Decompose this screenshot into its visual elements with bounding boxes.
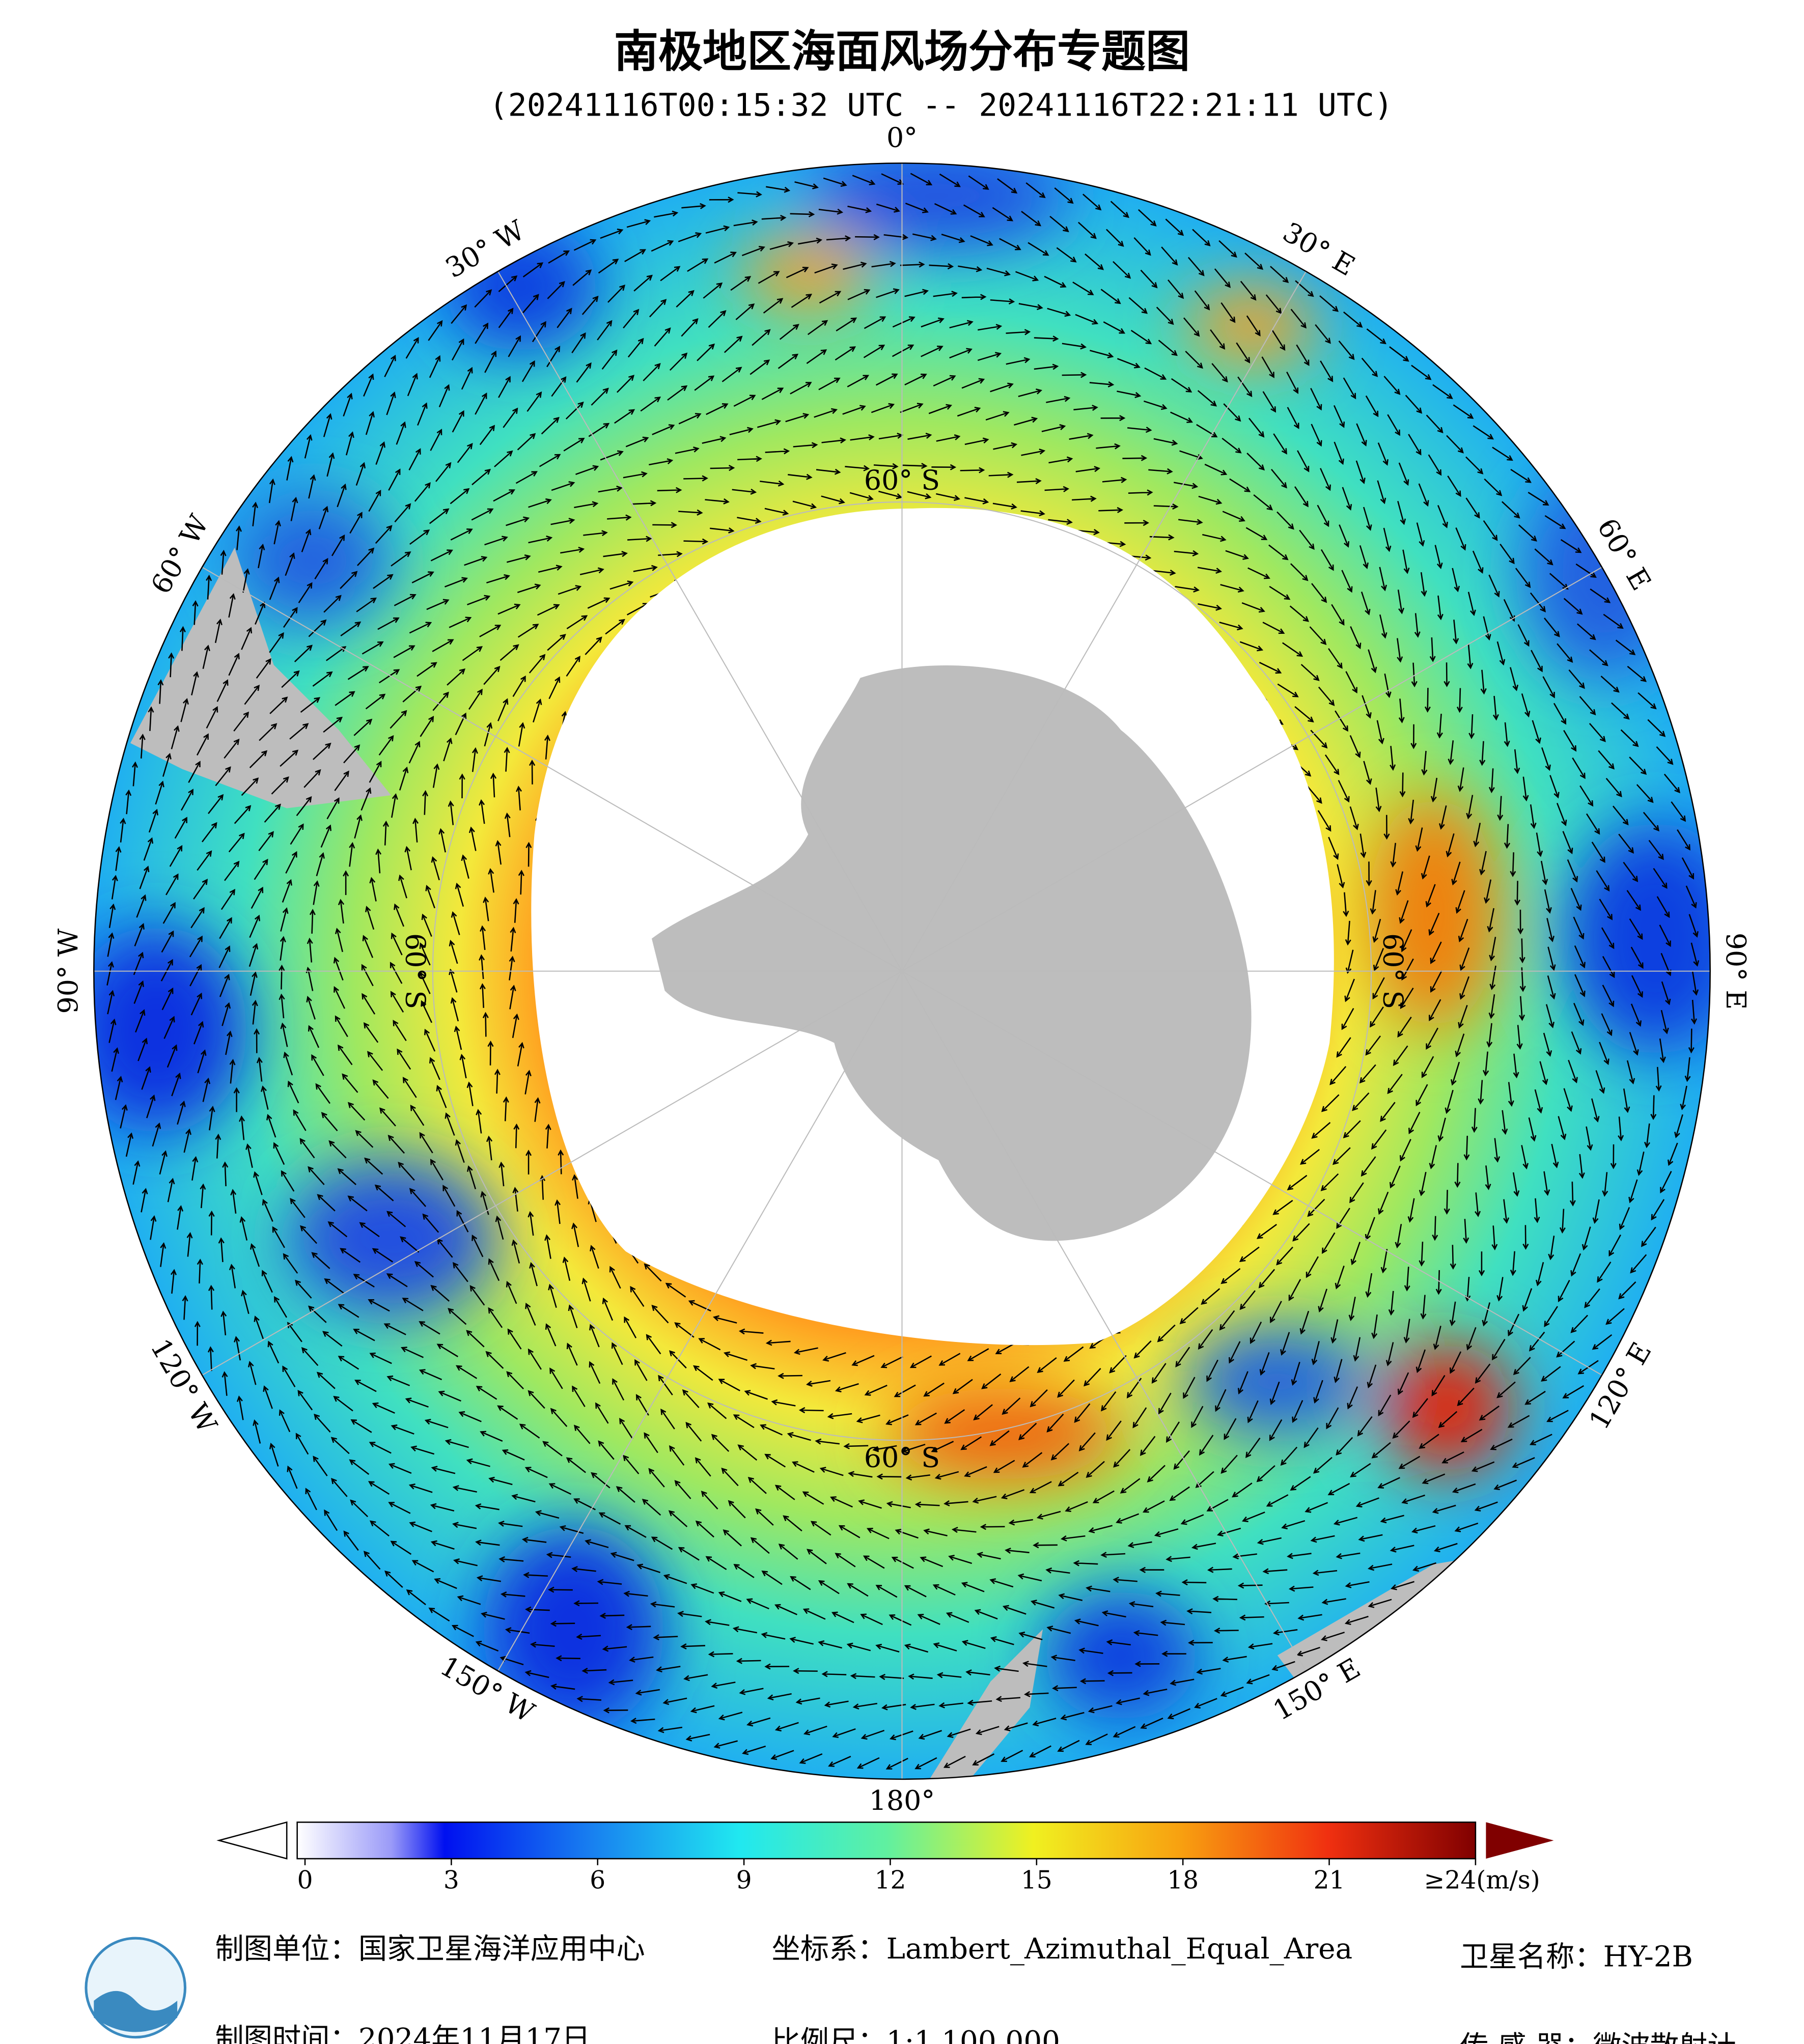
parallel-label: 60° S: [864, 464, 940, 496]
footer-date: 制图时间：2024年11月17日: [215, 2023, 590, 2044]
wind-arrows: [106, 173, 1700, 1770]
parallel-label: 60° S: [864, 1442, 940, 1474]
meridian-label: 0°: [886, 121, 918, 153]
meridian-label: 180°: [869, 1784, 935, 1816]
colorbar-tick-label: 6: [590, 1866, 605, 1895]
colorbar-tick-label: 15: [1021, 1866, 1052, 1895]
parallel-label: 60° S: [1377, 933, 1409, 1009]
title: 南极地区海面风场分布专题图: [614, 25, 1190, 77]
meridian-label: 90° E: [1720, 933, 1752, 1010]
subtitle: (20241116T00:15:32 UTC -- 20241116T22:21…: [489, 87, 1393, 123]
south-america: [130, 547, 391, 808]
colorbar-tick-label: 21: [1314, 1866, 1345, 1895]
graticule: [94, 163, 1710, 1779]
colorbar-ticks: 0 3 6 9 12 15 18 21 ≥24(m/s): [297, 1859, 1540, 1895]
colorbar-tick-label: ≥24(m/s): [1424, 1866, 1540, 1895]
footer-crs: 坐标系：Lambert_Azimuthal_Equal_Area: [772, 1933, 1353, 1966]
parallel-label: 60° S: [400, 933, 432, 1009]
colorbar-tick-label: 18: [1167, 1866, 1199, 1895]
map-frame: [93, 162, 1711, 1780]
footer-scale: 比例尺：1:1,100,000: [772, 2025, 1061, 2044]
antarctica: [651, 665, 1252, 1241]
colorbar-tick-label: 12: [875, 1866, 906, 1895]
logo: [85, 1937, 187, 2039]
colorbar-tick-label: 0: [297, 1866, 313, 1895]
colorbar-scale: [296, 1822, 1477, 1860]
new-zealand: [925, 1629, 1043, 1779]
colorbar-under: [216, 1821, 288, 1860]
footer-sensor: 传 感 器：微波散射计: [1460, 2030, 1736, 2044]
colorbar-tick-label: 9: [736, 1866, 752, 1895]
colorbar: 0 3 6 9 12 15 18 21 ≥24(m/s): [216, 1821, 1554, 1895]
wind-field: [94, 163, 1710, 1779]
footer-satellite: 卫星名称：HY-2B: [1460, 1941, 1693, 1974]
footer-unit: 制图单位：国家卫星海洋应用中心: [215, 1933, 645, 1966]
meridian-label: 90° W: [52, 928, 84, 1014]
colorbar-over: [1486, 1822, 1554, 1859]
colorbar-tick-label: 3: [443, 1866, 459, 1895]
